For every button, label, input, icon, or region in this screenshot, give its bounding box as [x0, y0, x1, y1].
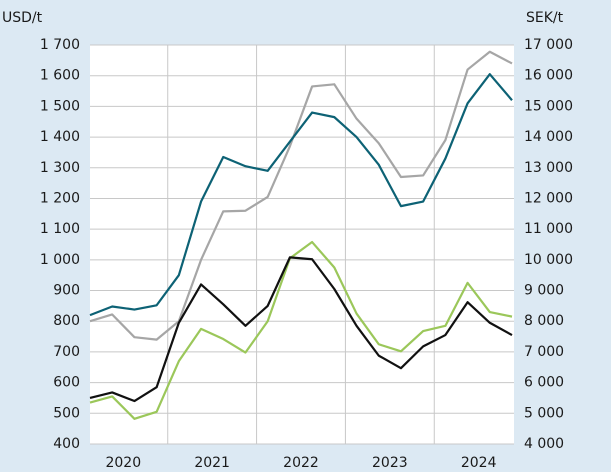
y2-tick-label: 7 000	[524, 344, 564, 360]
x-tick-label: 2022	[283, 455, 319, 471]
y-tick-label: 700	[53, 344, 80, 360]
y-tick-label: 800	[53, 313, 80, 329]
x-tick-label: 2021	[194, 455, 230, 471]
line-series	[89, 256, 513, 403]
x-tick-label: 2024	[461, 455, 497, 471]
line-series	[89, 240, 513, 420]
y2-tick-label: 6 000	[524, 375, 564, 391]
y2-tick-label: 13 000	[524, 160, 573, 176]
y2-tick-label: 15 000	[524, 98, 573, 114]
y-tick-label: 1 400	[40, 129, 80, 145]
y-tick-label: 1 200	[40, 190, 80, 206]
y-tick-label: 1 500	[40, 98, 80, 114]
y2-tick-label: 9 000	[524, 283, 564, 299]
plot-area	[90, 45, 514, 444]
y2-tick-label: 12 000	[524, 190, 573, 206]
y2-tick-label: 5 000	[524, 405, 564, 421]
y-axis-label: USD/t	[2, 10, 43, 26]
y-tick-label: 1 600	[40, 68, 80, 84]
y2-tick-label: 14 000	[524, 129, 573, 145]
y2-tick-label: 17 000	[524, 37, 573, 53]
y-tick-label: 1 300	[40, 160, 80, 176]
x-tick-label: 2020	[105, 455, 141, 471]
y-tick-label: 1 700	[40, 37, 80, 53]
line-series	[89, 73, 513, 317]
y-tick-label: 1 000	[40, 252, 80, 268]
y2-axis-label: SEK/t	[526, 10, 564, 26]
y2-tick-label: 16 000	[524, 68, 573, 84]
y-tick-label: 1 100	[40, 221, 80, 237]
y-tick-label: 900	[53, 283, 80, 299]
x-tick-label: 2023	[372, 455, 408, 471]
y2-tick-label: 8 000	[524, 313, 564, 329]
y2-tick-label: 11 000	[524, 221, 573, 237]
y-tick-label: 400	[53, 436, 80, 452]
y2-tick-label: 4 000	[524, 436, 564, 452]
y2-tick-label: 10 000	[524, 252, 573, 268]
y-tick-label: 500	[53, 405, 80, 421]
y-tick-label: 600	[53, 375, 80, 391]
line-series	[89, 50, 513, 341]
